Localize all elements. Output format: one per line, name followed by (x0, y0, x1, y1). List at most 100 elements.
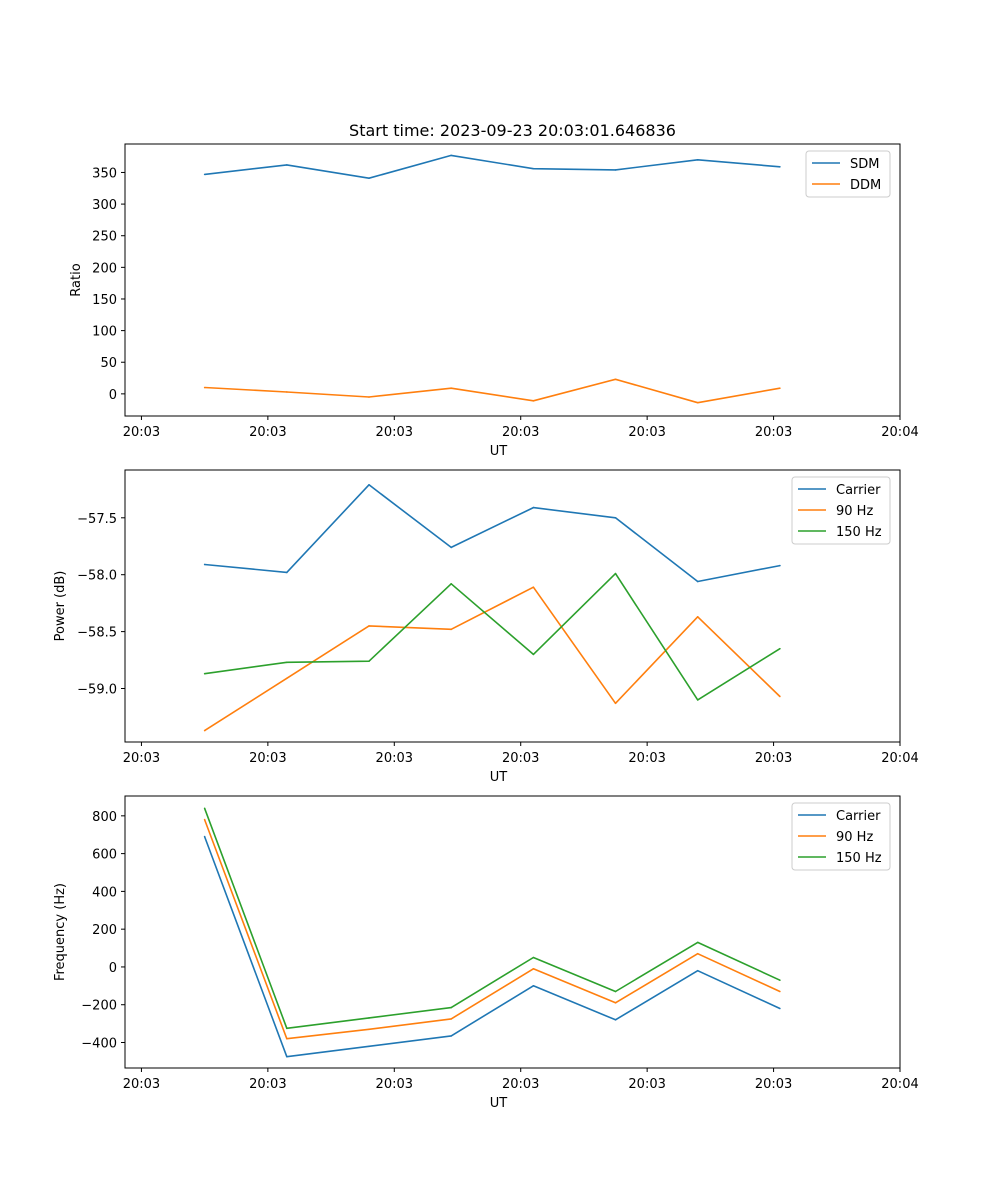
data-point (203, 173, 206, 176)
y-axis-label: Power (dB) (53, 571, 68, 642)
data-point (532, 167, 535, 170)
x-tick-label: 20:03 (376, 425, 413, 440)
legend: SDM DDM (805, 150, 891, 198)
data-point (368, 1028, 370, 1031)
legend-frame (791, 476, 891, 545)
data-point (286, 164, 288, 166)
x-tick-label: 20:03 (755, 751, 792, 766)
series-line-150-hz (203, 808, 781, 1030)
y-tick-label: 150 (92, 293, 117, 308)
data-point (779, 990, 781, 993)
data-point (450, 154, 452, 157)
series-line-90-hz (203, 819, 781, 1040)
plot-area (124, 143, 901, 417)
series-line-ddm (204, 378, 781, 404)
legend-label: 90 Hz (836, 504, 873, 519)
data-point (203, 563, 206, 566)
data-point (450, 1035, 452, 1037)
x-tick-label: 20:03 (628, 425, 665, 440)
data-point (368, 1045, 370, 1048)
data-point (614, 1002, 617, 1004)
data-point (368, 177, 370, 179)
x-tick-label: 20:03 (123, 751, 160, 766)
data-point (368, 483, 370, 486)
y-tick-label: −57.5 (77, 512, 117, 527)
data-point (368, 1017, 370, 1019)
data-point (286, 391, 288, 393)
data-point (532, 956, 535, 959)
y-tick-label: 200 (92, 923, 117, 938)
y-axis-label: Ratio (69, 263, 84, 296)
y-tick-label: −59.0 (77, 683, 117, 698)
data-point (532, 653, 535, 656)
x-tick-label: 20:03 (249, 425, 286, 440)
legend-label: 90 Hz (836, 830, 873, 845)
y-tick-label: 250 (92, 230, 117, 245)
data-point (203, 672, 206, 675)
data-point (286, 677, 288, 680)
data-point (696, 952, 699, 955)
legend-label: 150 Hz (836, 851, 882, 866)
data-point (614, 169, 617, 171)
x-tick-label: 20:03 (628, 1077, 665, 1092)
data-point (696, 401, 699, 404)
data-point (779, 647, 781, 650)
data-point (450, 546, 452, 549)
data-point (614, 572, 617, 575)
data-point (450, 628, 452, 631)
x-tick-label: 20:03 (376, 1077, 413, 1092)
data-point (203, 807, 206, 810)
y-tick-label: 50 (100, 356, 117, 371)
y-tick-label: 0 (109, 388, 117, 403)
x-axis-label: UT (490, 1096, 508, 1111)
x-tick-label: 20:03 (502, 751, 539, 766)
chart-title: Start time: 2023-09-23 20:03:01.646836 (349, 121, 676, 140)
data-point (696, 941, 699, 944)
x-tick-label: 20:03 (249, 1077, 286, 1092)
y-tick-label: 800 (92, 810, 117, 825)
data-point (286, 1055, 288, 1058)
y-tick-label: 200 (92, 261, 117, 276)
legend-frame (791, 802, 891, 871)
data-point (779, 979, 781, 981)
x-tick-label: 20:03 (376, 751, 413, 766)
data-point (286, 661, 288, 664)
data-point (203, 835, 206, 838)
series-line-150-hz (204, 572, 781, 701)
x-tick-label: 20:03 (123, 425, 160, 440)
y-tick-label: −200 (81, 999, 117, 1014)
series-line-carrier (204, 483, 781, 583)
data-point (696, 616, 699, 618)
chart-panel-1: Start time: 2023-09-23 20:03:01.646836 20… (69, 121, 919, 459)
x-tick-label: 20:03 (502, 425, 539, 440)
x-tick-label: 20:03 (628, 751, 665, 766)
legend-label: 150 Hz (836, 525, 882, 540)
x-tick-label: 20:04 (881, 1077, 918, 1092)
x-tick-label: 20:04 (881, 751, 918, 766)
data-point (532, 586, 535, 589)
data-point (614, 1019, 617, 1021)
chart-panel-2: 20:03 20:03 20:03 20:03 20:03 20:03 20:04 UT −59… (53, 469, 919, 785)
data-point (614, 990, 617, 993)
data-point (779, 165, 781, 168)
legend-label: Carrier (836, 483, 881, 498)
legend: Carrier 90 Hz 150 Hz (791, 476, 891, 545)
series-line-carrier (203, 836, 781, 1058)
data-point (286, 571, 288, 574)
x-axis-label: UT (490, 444, 508, 459)
data-point (203, 729, 206, 732)
plot-area (124, 795, 901, 1069)
series-line-sdm (204, 154, 780, 179)
data-point (286, 1037, 288, 1040)
y-tick-label: 400 (92, 885, 117, 900)
data-point (368, 625, 370, 627)
data-point (696, 159, 699, 161)
data-point (696, 699, 699, 701)
data-point (532, 968, 535, 970)
y-axis-label: Frequency (Hz) (53, 883, 68, 981)
y-tick-label: 300 (92, 198, 117, 213)
y-tick-label: 100 (92, 325, 117, 340)
data-point (779, 387, 781, 389)
legend-label: SDM (850, 157, 879, 172)
